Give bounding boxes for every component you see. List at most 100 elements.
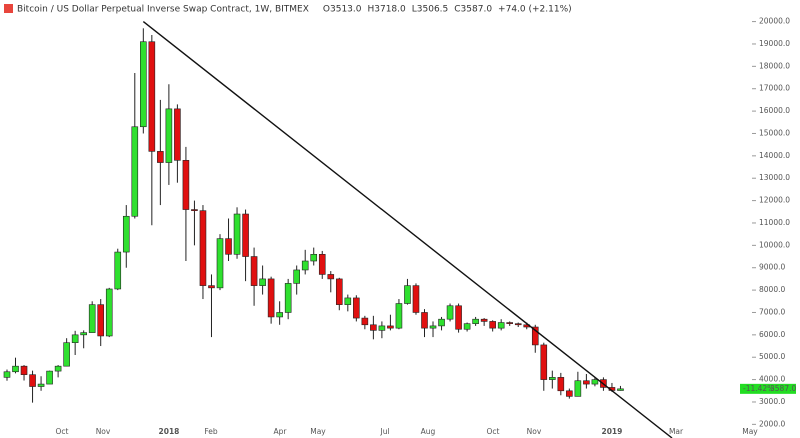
candle-body [583,380,590,385]
candle-body [497,322,505,329]
candle-body [318,253,326,275]
x-tick-label: 2018 [159,427,180,436]
candle-body [344,297,352,305]
y-tick-label: 13000.0 [759,173,790,182]
symbol-icon [4,4,13,13]
x-tick-label: Mar [669,427,684,436]
candle-body [566,390,573,397]
x-tick-label: Apr [273,427,287,436]
ohlc-value: O3513.0 [323,5,362,15]
x-tick-label: May [310,427,326,436]
ohlc-value: C3587.0 [454,5,492,15]
y-tick-label: 10000.0 [759,240,790,249]
candle-body [480,318,488,322]
x-tick-label: Oct [56,427,69,436]
candle-body [429,325,437,329]
candle-body [46,370,53,385]
candle-body [310,253,318,262]
ohlc-header: O3513.0 H3718.0 L3506.5 C3587.0 +74.0 (+2.11… [323,5,572,15]
candle-body [80,332,87,336]
candle-body [446,305,454,320]
y-tick-label: 17000.0 [759,84,790,93]
candle-body [63,342,70,367]
candle-body [97,304,105,337]
candle-body [617,388,624,391]
ohlc-value: +74.0 (+2.11%) [498,5,572,15]
candle-body [404,285,411,304]
candle-body [216,238,224,289]
x-tick-label: Aug [421,427,436,436]
ohlc-value: L3506.5 [412,5,449,15]
price-change-label: -11.42% [743,384,774,393]
candle-body [489,321,496,329]
y-tick-label: 4000.0 [759,375,785,384]
candle-body [472,318,479,324]
candle-body [54,365,62,372]
candle-body [591,379,599,385]
x-tick-label: Nov [527,427,542,436]
candle-body [29,374,36,387]
candle-body [114,251,122,290]
candle-body [293,269,300,284]
x-tick-label: 2019 [602,427,623,436]
candle-body [514,323,522,326]
y-tick-label: 11000.0 [759,218,790,227]
candle-body [267,278,275,318]
candle-body [199,210,207,286]
y-tick-label: 8000.0 [759,285,785,294]
candle-body [174,108,181,161]
candle-body [233,213,241,255]
candle-body [327,274,335,280]
y-tick-label: 16000.0 [759,106,790,115]
candle-body [387,325,394,329]
candle-body [438,318,445,327]
candle-body [225,238,232,255]
candle-body [140,41,147,128]
x-tick-label: Nov [96,427,111,436]
y-tick-label: 19000.0 [759,39,790,48]
candle-body [182,160,190,210]
x-tick-label: May [742,427,758,436]
candle-body [301,260,309,271]
candle-body [463,323,471,330]
y-tick-label: 12000.0 [759,196,790,205]
y-tick-label: 15000.0 [759,128,790,137]
candle-body [208,285,215,289]
y-tick-label: 2000.0 [759,419,785,428]
y-tick-label: 5000.0 [759,352,785,361]
candle-body [250,256,258,286]
y-tick-label: 7000.0 [759,307,785,316]
y-tick-label: 3000.0 [759,397,785,406]
candle-body [421,312,428,329]
x-tick-label: Jul [380,427,390,436]
candle-body [549,377,556,380]
candle-body [12,365,19,373]
price-label: 3587.0 [770,384,796,393]
candle-body [335,278,343,305]
candle-body [506,322,514,324]
candle-body [370,324,377,331]
candle-body [284,283,292,313]
chart-title: Bitcoin / US Dollar Perpetual Inverse Sw… [17,5,309,15]
y-tick-label: 6000.0 [759,330,785,339]
candle-body [395,303,403,329]
candle-body [157,151,164,163]
candle-body [259,278,266,286]
price-marker [740,383,796,394]
candle-body [20,365,28,375]
candle-body [353,297,360,319]
candle-body [131,126,139,217]
y-tick-label: 20000.0 [759,17,790,26]
candle-body [557,377,565,392]
candle-body [71,334,79,343]
candle-body [361,317,369,326]
candle-body [122,215,130,253]
x-tick-label: Feb [204,427,218,436]
candle-body [455,305,462,330]
candle-body [3,371,11,378]
candle-body [378,325,386,331]
candle-body [540,344,548,380]
candle-body [165,108,173,163]
